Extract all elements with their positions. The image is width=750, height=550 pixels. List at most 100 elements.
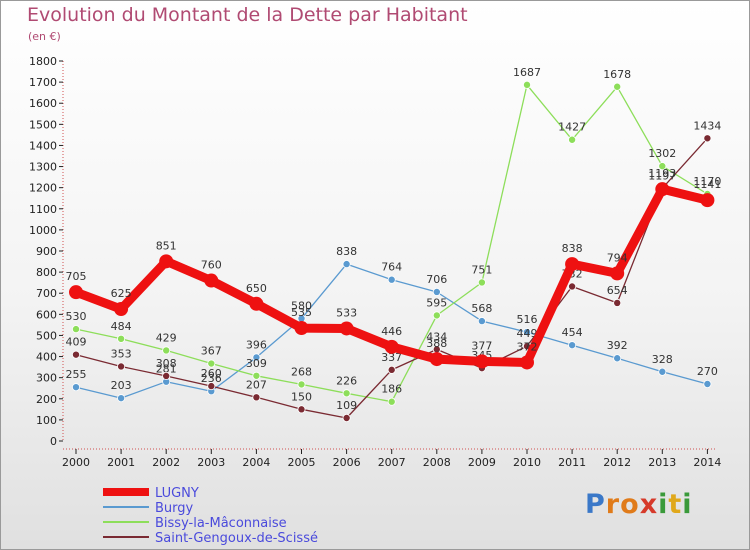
data-label: 1434	[693, 119, 721, 132]
data-label: 650	[246, 282, 267, 295]
data-point	[568, 135, 577, 144]
y-tick-label: 300	[36, 372, 57, 385]
data-point	[387, 275, 396, 284]
y-tick-label: 0	[50, 435, 57, 448]
data-label: 270	[697, 365, 718, 378]
logo-letter: o	[620, 489, 640, 520]
data-point	[297, 405, 306, 414]
y-tick-label: 1000	[29, 224, 57, 237]
data-label: 794	[607, 251, 628, 264]
data-label: 625	[111, 287, 132, 300]
data-label: 226	[336, 374, 357, 387]
data-point	[204, 273, 219, 288]
x-tick-label: 2005	[288, 456, 316, 469]
y-tick-label: 1400	[29, 139, 57, 152]
data-label: 1687	[513, 66, 541, 79]
data-point	[477, 278, 486, 287]
data-point	[520, 355, 534, 370]
proxiti-logo: Proxiti	[585, 489, 693, 520]
data-point	[114, 302, 129, 317]
x-tick-label: 2003	[197, 456, 225, 469]
data-label: 281	[156, 363, 177, 376]
data-label: 150	[291, 390, 312, 403]
data-point	[474, 354, 489, 369]
x-tick-label: 2007	[378, 456, 406, 469]
x-tick-label: 2009	[468, 456, 496, 469]
logo-letter: i	[658, 489, 669, 520]
logo-letter: i	[682, 489, 693, 520]
data-label: 533	[336, 306, 357, 319]
data-point	[477, 317, 486, 326]
y-tick-label: 100	[36, 414, 57, 427]
logo-letter: r	[605, 489, 621, 520]
data-point	[432, 311, 441, 320]
data-label: 353	[111, 347, 132, 360]
y-tick-label: 1200	[29, 182, 57, 195]
data-label: 535	[291, 306, 312, 319]
data-point	[249, 296, 264, 311]
y-tick-label: 1800	[29, 55, 57, 68]
data-point	[658, 162, 667, 171]
data-point	[432, 287, 441, 296]
data-point	[207, 359, 216, 368]
data-label: 268	[291, 365, 312, 378]
data-label: 751	[471, 263, 492, 276]
logo-letter: t	[668, 489, 683, 520]
data-point	[297, 380, 306, 389]
x-tick-label: 2004	[242, 456, 270, 469]
data-point	[658, 367, 667, 376]
data-label: 516	[517, 313, 538, 326]
data-label: 580	[291, 300, 312, 313]
data-point	[339, 321, 354, 336]
y-tick-label: 1300	[29, 161, 57, 174]
data-label: 367	[201, 345, 222, 358]
data-label: 1197	[648, 169, 676, 182]
data-point	[523, 328, 532, 337]
data-label: 654	[607, 284, 628, 297]
chart-title: Evolution du Montant de la Dette par Hab…	[27, 4, 468, 26]
data-label: 449	[517, 327, 538, 340]
data-point	[294, 321, 309, 336]
x-tick-label: 2010	[513, 456, 541, 469]
data-label: 309	[246, 357, 267, 370]
data-point	[387, 397, 396, 406]
x-tick-label: 2013	[648, 456, 676, 469]
data-point	[523, 80, 532, 89]
data-label: 109	[336, 399, 357, 412]
data-label: 484	[111, 320, 132, 333]
data-point	[655, 182, 670, 197]
data-label: 377	[471, 339, 492, 352]
data-label: 207	[246, 378, 267, 391]
data-label: 706	[426, 273, 447, 286]
data-label: 186	[381, 383, 402, 396]
data-point	[117, 362, 126, 371]
data-point	[613, 298, 622, 307]
data-label: 1302	[648, 147, 676, 160]
data-label: 429	[156, 331, 177, 344]
data-point	[117, 334, 126, 343]
data-label: 337	[381, 351, 402, 364]
data-label: 255	[66, 368, 87, 381]
data-label: 454	[562, 326, 583, 339]
data-point	[162, 371, 171, 380]
data-label: 1141	[693, 178, 721, 191]
y-tick-label: 400	[36, 351, 57, 364]
data-label: 446	[381, 325, 402, 338]
x-tick-label: 2011	[558, 456, 586, 469]
data-point	[568, 282, 577, 291]
y-tick-label: 600	[36, 308, 57, 321]
data-point	[252, 393, 261, 402]
data-label: 434	[426, 330, 447, 343]
y-tick-label: 200	[36, 393, 57, 406]
x-tick-label: 2012	[603, 456, 631, 469]
y-tick-label: 1100	[29, 203, 57, 216]
data-label: 705	[66, 270, 87, 283]
x-tick-label: 2014	[693, 456, 721, 469]
y-tick-label: 800	[36, 266, 57, 279]
y-tick-label: 1600	[29, 97, 57, 110]
y-tick-label: 900	[36, 245, 57, 258]
data-label: 388	[426, 337, 447, 350]
data-label: 1427	[558, 121, 586, 134]
y-tick-label: 500	[36, 329, 57, 342]
